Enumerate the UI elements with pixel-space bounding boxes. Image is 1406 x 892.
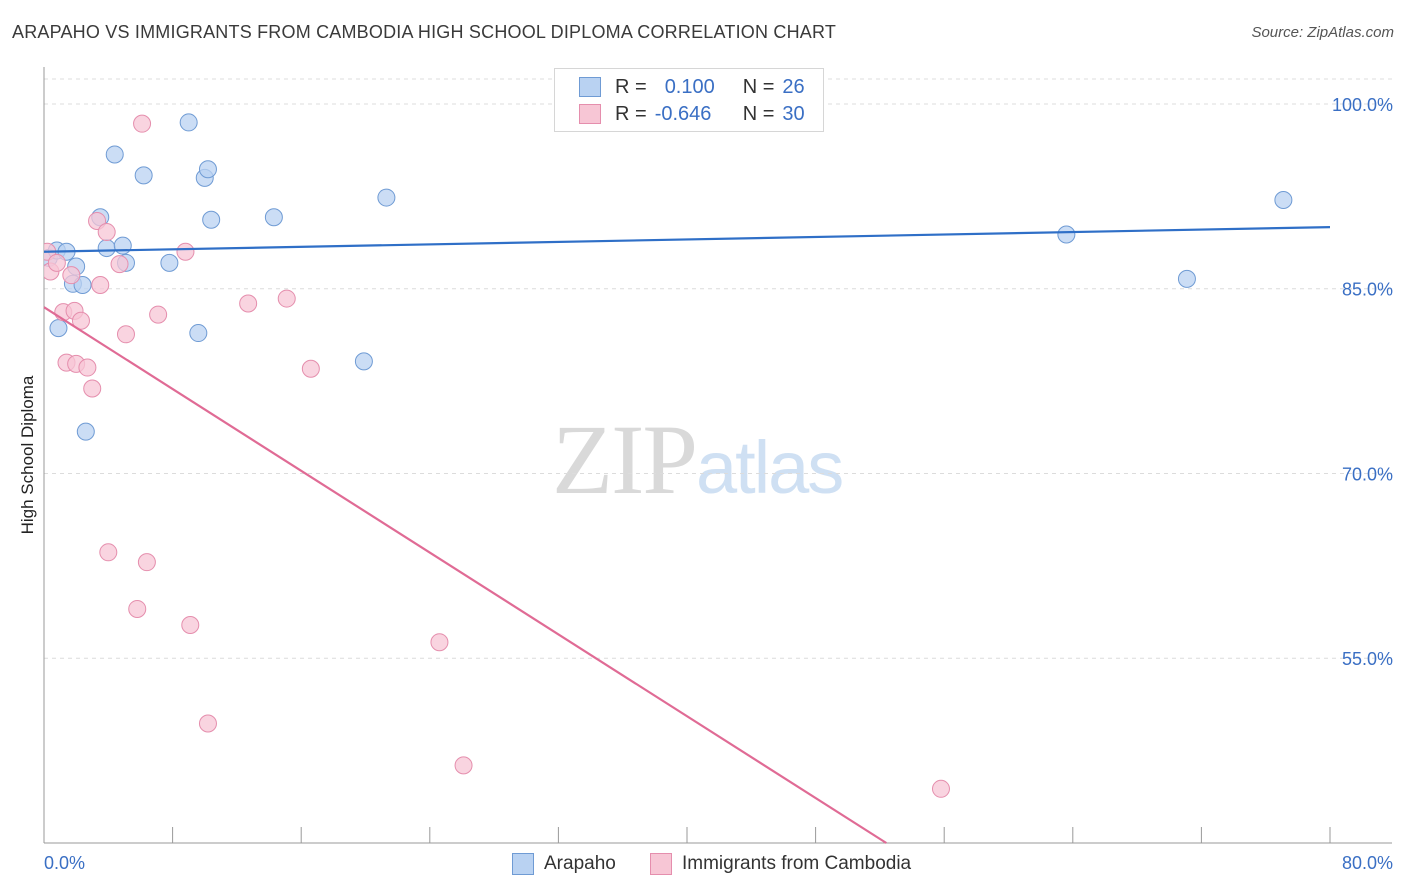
watermark: ZIPatlas <box>552 402 844 517</box>
correlation-legend: R = 0.100 N = 26 R = -0.646 N = 30 <box>554 68 824 132</box>
cambodia-point <box>137 553 156 572</box>
arapaho-point <box>97 239 116 258</box>
cambodia-trend-line <box>43 306 887 844</box>
y-tick-label: 55.0% <box>1342 649 1393 669</box>
n-label: N = <box>742 102 775 125</box>
cambodia-point <box>47 253 66 272</box>
chart-title: ARAPAHO VS IMMIGRANTS FROM CAMBODIA HIGH… <box>12 22 837 42</box>
arapaho-point <box>198 160 217 179</box>
cambodia-legend-label: Immigrants from Cambodia <box>682 853 912 874</box>
arapaho-legend-swatch <box>512 853 534 875</box>
arapaho-point <box>49 319 68 338</box>
cambodia-point <box>99 543 118 562</box>
arapaho-point <box>377 188 396 207</box>
cambodia-point <box>198 714 217 733</box>
arapaho-point <box>354 352 373 371</box>
watermark-atlas: atlas <box>696 426 844 509</box>
arapaho-point <box>202 210 221 229</box>
cambodia-point <box>181 615 200 634</box>
cambodia-point <box>454 756 473 775</box>
arapaho-point <box>76 422 95 441</box>
y-tick-label: 85.0% <box>1342 280 1393 300</box>
cambodia-point <box>277 289 296 308</box>
watermark-zip: ZIP <box>552 404 698 515</box>
cambodia-r-value: -0.646 <box>654 102 712 125</box>
cambodia-point <box>128 599 147 618</box>
arapaho-point <box>113 236 132 255</box>
arapaho-swatch <box>579 77 601 97</box>
cambodia-point <box>62 266 81 285</box>
source-label: Source: ZipAtlas.com <box>1251 24 1394 41</box>
legend-row-cambodia: R = -0.646 N = 30 <box>579 102 805 126</box>
series-legend-cambodia: Immigrants from Cambodia <box>650 852 911 876</box>
arapaho-point <box>105 145 124 164</box>
cambodia-point <box>83 379 102 398</box>
arapaho-legend-label: Arapaho <box>544 853 616 874</box>
arapaho-point <box>1274 191 1293 210</box>
y-tick-label: 100.0% <box>1332 95 1393 115</box>
r-label: R = <box>615 75 647 98</box>
arapaho-point <box>264 208 283 227</box>
cambodia-point <box>110 255 129 274</box>
cambodia-point <box>71 311 90 330</box>
cambodia-point <box>116 325 135 344</box>
cambodia-point <box>176 242 195 261</box>
legend-row-arapaho: R = 0.100 N = 26 <box>579 75 805 99</box>
cambodia-legend-swatch <box>650 853 672 875</box>
arapaho-r-value: 0.100 <box>664 75 715 98</box>
arapaho-n-value: 26 <box>782 75 805 98</box>
arapaho-point <box>189 324 208 343</box>
arapaho-point <box>1057 225 1076 244</box>
series-legend-arapaho: Arapaho <box>512 852 616 876</box>
cambodia-point <box>91 276 110 295</box>
cambodia-point <box>78 358 97 377</box>
r-label: R = <box>615 102 647 125</box>
cambodia-point <box>133 114 152 133</box>
y-tick-label: 70.0% <box>1342 464 1393 484</box>
arapaho-point <box>1177 269 1196 288</box>
arapaho-point <box>179 113 198 132</box>
cambodia-point <box>149 305 168 324</box>
cambodia-point <box>97 223 116 242</box>
cambodia-point <box>239 294 258 313</box>
n-label: N = <box>742 75 775 98</box>
x-tick-label: 80.0% <box>1342 853 1393 873</box>
cambodia-point <box>931 779 950 798</box>
cambodia-point <box>301 359 320 378</box>
arapaho-point <box>134 166 153 185</box>
cambodia-swatch <box>579 104 601 124</box>
cambodia-point <box>430 633 449 652</box>
arapaho-point <box>160 253 179 272</box>
cambodia-n-value: 30 <box>782 102 805 125</box>
x-tick-label: 0.0% <box>44 853 85 873</box>
arapaho-trend-line <box>43 226 1331 253</box>
